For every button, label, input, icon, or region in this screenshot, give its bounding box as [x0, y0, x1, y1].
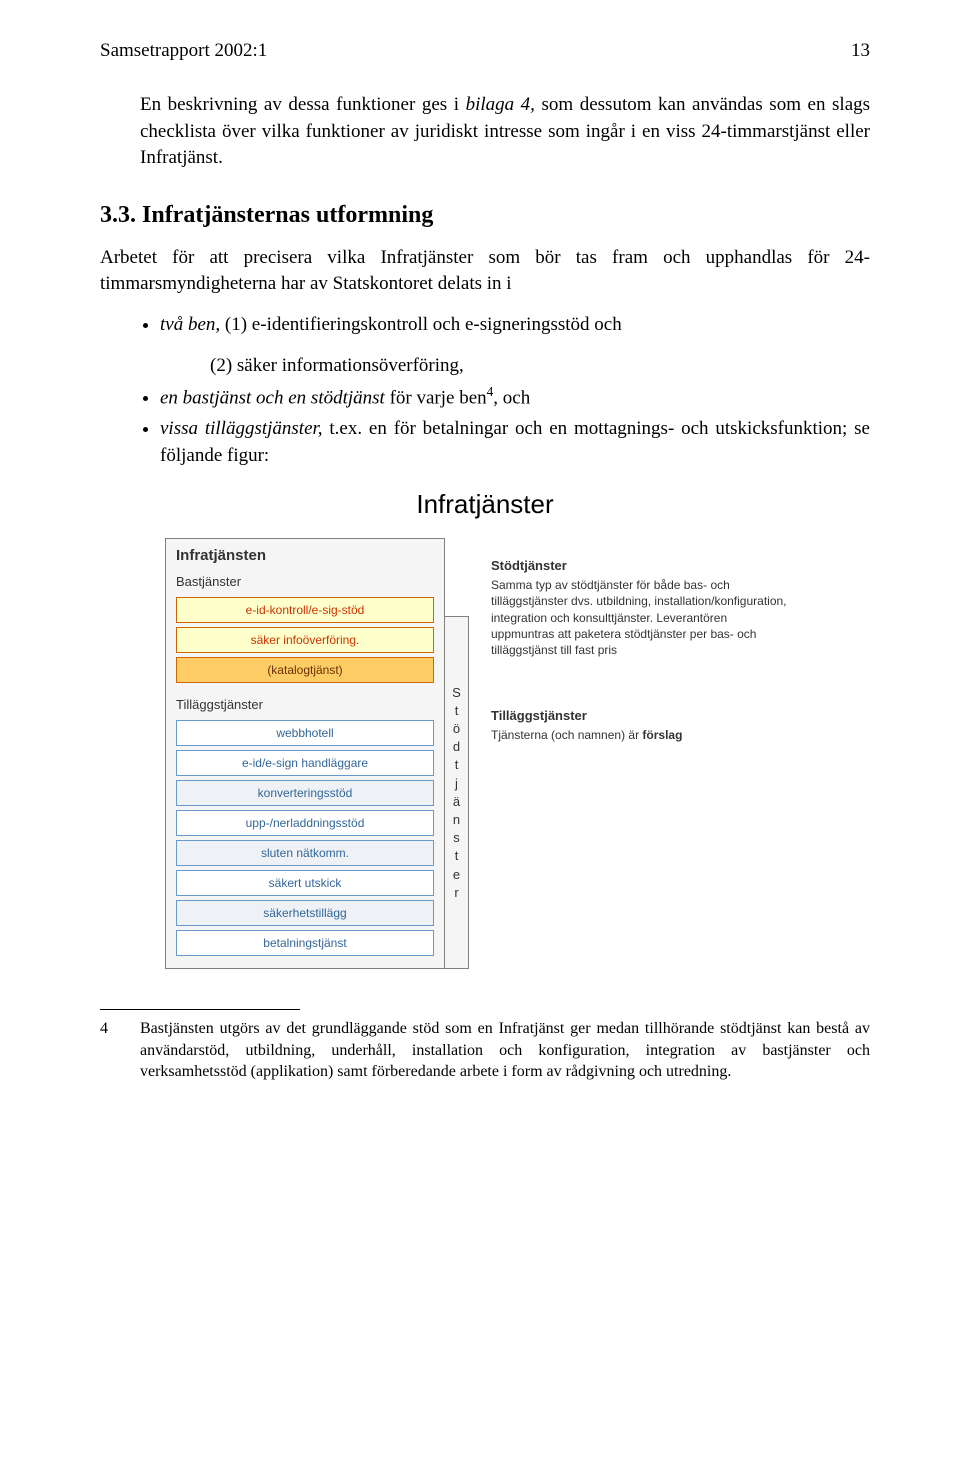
intro-paragraph: En beskrivning av dessa funktioner ges i… [140, 92, 870, 172]
b2-suffix: , och [493, 387, 530, 408]
b1-prefix: två ben, [160, 314, 220, 335]
page-number: 13 [851, 40, 870, 62]
service-box: (katalogtjänst) [176, 657, 434, 683]
diagram-right-panel: Stödtjänster Samma typ av stödtjänster f… [469, 538, 789, 773]
diagram: Infratjänster Infratjänsten Bastjänster … [165, 489, 805, 969]
footnote-rule [100, 1009, 300, 1010]
right-block1-title: Stödtjänster [491, 558, 789, 573]
right-block2-title: Tilläggstjänster [491, 708, 789, 723]
diagram-left-panel: Infratjänsten Bastjänster e-id-kontroll/… [165, 538, 445, 969]
b2-mid: för varje ben [385, 387, 487, 408]
service-box: sluten nätkomm. [176, 840, 434, 866]
tillag-section-title: Tilläggstjänster [166, 691, 444, 716]
p1a: En beskrivning av dessa funktioner ges i [140, 94, 466, 115]
footnote-number: 4 [100, 1018, 140, 1083]
p1-italic: bilaga 4, [466, 94, 535, 115]
para2: Arbetet för att precisera vilka Infratjä… [100, 245, 870, 298]
r2a: Tjänsterna (och namnen) är [491, 728, 642, 742]
service-box: e-id/e-sign handläggare [176, 750, 434, 776]
panel-title: Infratjänsten [166, 539, 444, 568]
doc-header-left: Samsetrapport 2002:1 [100, 40, 267, 62]
diagram-main-title: Infratjänster [165, 489, 805, 520]
service-box: konverteringsstöd [176, 780, 434, 806]
service-box: e-id-kontroll/e-sig-stöd [176, 597, 434, 623]
bas-section-title: Bastjänster [166, 568, 444, 593]
service-box: webbhotell [176, 720, 434, 746]
footnote: 4 Bastjänsten utgörs av det grundläggand… [100, 1018, 870, 1083]
right-block1-text: Samma typ av stödtjänster för både bas- … [491, 577, 789, 658]
right-block2-text: Tjänsterna (och namnen) är förslag [491, 727, 789, 743]
diagram-mid-label: Stödtjänster [445, 616, 469, 969]
bullet-1-sub: (2) säker informationsöverföring, [100, 353, 870, 380]
service-box: upp-/nerladdningsstöd [176, 810, 434, 836]
b2-prefix: en bastjänst och en stödtjänst [160, 387, 385, 408]
service-box: betalningstjänst [176, 930, 434, 956]
r2b: förslag [642, 728, 682, 742]
bullet-list-2: en bastjänst och en stödtjänst för varje… [100, 383, 870, 469]
bullet-3: vissa tilläggstjänster, t.ex. en för bet… [160, 416, 870, 469]
b3-prefix: vissa tilläggstjänster, [160, 418, 323, 439]
b1-suffix: (1) e-identifieringskontroll och e-signe… [220, 314, 622, 335]
service-box: säkert utskick [176, 870, 434, 896]
bullet-1: två ben, (1) e-identifieringskontroll oc… [160, 312, 870, 339]
bullet-list: två ben, (1) e-identifieringskontroll oc… [100, 312, 870, 339]
service-box: säker infoöverföring. [176, 627, 434, 653]
service-box: säkerhetstillägg [176, 900, 434, 926]
footnote-text: Bastjänsten utgörs av det grundläggande … [140, 1018, 870, 1083]
bullet-2: en bastjänst och en stödtjänst för varje… [160, 383, 870, 412]
section-heading: 3.3. Infratjänsternas utformning [100, 202, 870, 229]
